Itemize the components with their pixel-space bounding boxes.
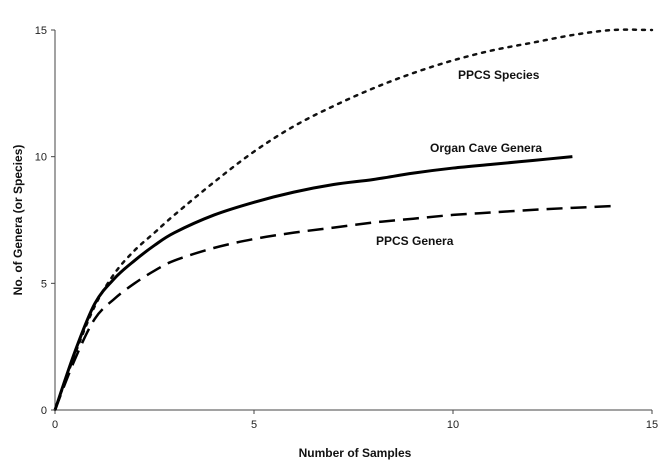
x-tick-label: 0 (52, 419, 58, 431)
series-layer (53, 28, 654, 412)
ticks-layer: 0 5 10 15 0 5 10 15 (35, 25, 658, 431)
series-label-ppcs-genera: PPCS Genera (376, 234, 454, 248)
series-label-organ-cave-genera: Organ Cave Genera (430, 141, 542, 155)
x-tick-label: 10 (447, 419, 459, 431)
x-axis-title: Number of Samples (299, 446, 412, 460)
y-axis-title: No. of Genera (or Species) (11, 145, 25, 296)
y-tick-label: 15 (35, 25, 47, 37)
series-line-ppcs-genera (53, 204, 613, 411)
x-tick-label: 15 (646, 419, 658, 431)
series-label-ppcs-species: PPCS Species (458, 68, 540, 82)
y-tick-label: 0 (41, 405, 47, 417)
y-tick-label: 10 (35, 152, 47, 164)
y-tick-label: 5 (41, 278, 47, 290)
x-tick-label: 5 (251, 419, 257, 431)
series-line-organ-cave-genera (53, 155, 573, 411)
